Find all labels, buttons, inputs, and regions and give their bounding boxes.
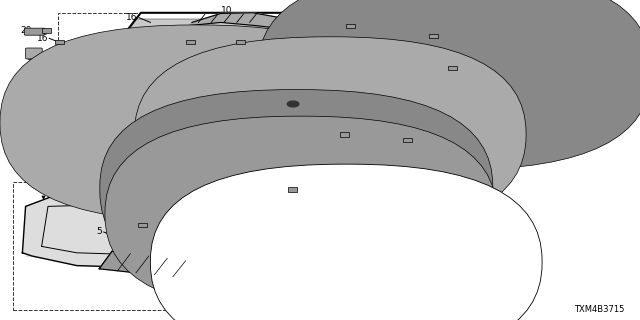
Text: TXM4B3715: TXM4B3715 (573, 305, 624, 314)
FancyBboxPatch shape (26, 48, 42, 59)
Text: 15: 15 (326, 17, 338, 26)
Ellipse shape (417, 44, 428, 49)
FancyBboxPatch shape (100, 90, 493, 288)
Polygon shape (296, 194, 460, 261)
Polygon shape (306, 77, 336, 101)
Text: 18: 18 (251, 132, 262, 141)
Polygon shape (307, 77, 448, 130)
Text: 18: 18 (251, 108, 262, 117)
Polygon shape (93, 107, 106, 115)
Bar (138, 223, 147, 227)
Polygon shape (438, 90, 461, 117)
Bar (340, 132, 349, 137)
Text: 10: 10 (221, 6, 232, 15)
Text: 2: 2 (112, 141, 118, 150)
FancyBboxPatch shape (236, 125, 249, 132)
Bar (429, 34, 438, 38)
Text: 15: 15 (152, 220, 164, 228)
Polygon shape (93, 82, 106, 90)
Text: 7: 7 (290, 37, 296, 46)
Polygon shape (22, 197, 202, 267)
Bar (13, 182, 211, 310)
Bar (236, 40, 245, 44)
Bar (42, 28, 51, 33)
Text: 16: 16 (166, 34, 178, 43)
Circle shape (287, 200, 299, 206)
Text: 3: 3 (26, 53, 32, 62)
Ellipse shape (141, 223, 153, 228)
Text: FR.: FR. (572, 6, 591, 17)
Polygon shape (261, 131, 275, 151)
Text: 17: 17 (464, 60, 476, 68)
FancyBboxPatch shape (364, 287, 385, 295)
Text: 6: 6 (307, 184, 312, 193)
Polygon shape (296, 235, 410, 261)
Text: 1: 1 (463, 199, 469, 208)
Text: 12: 12 (381, 288, 392, 297)
Polygon shape (317, 216, 371, 245)
Text: 16: 16 (36, 34, 48, 43)
Bar (291, 192, 461, 299)
Ellipse shape (333, 55, 345, 60)
Polygon shape (93, 120, 106, 128)
Text: 5: 5 (97, 228, 102, 236)
FancyBboxPatch shape (134, 37, 526, 232)
Bar (186, 40, 195, 44)
FancyBboxPatch shape (105, 116, 497, 312)
Circle shape (287, 101, 299, 107)
Bar (58, 13, 314, 173)
Text: 14: 14 (218, 124, 229, 132)
Polygon shape (163, 264, 221, 285)
Text: 21: 21 (253, 37, 264, 46)
FancyBboxPatch shape (258, 0, 640, 170)
Ellipse shape (402, 138, 415, 142)
Text: 1: 1 (463, 99, 469, 108)
Text: 8: 8 (349, 255, 355, 264)
Text: 4: 4 (230, 76, 236, 84)
Text: 16: 16 (126, 13, 138, 22)
Bar (403, 138, 412, 142)
Bar (298, 22, 467, 139)
Bar (55, 40, 64, 44)
Text: 20: 20 (20, 26, 32, 35)
Text: 13: 13 (419, 133, 431, 142)
FancyBboxPatch shape (150, 164, 542, 320)
Polygon shape (99, 251, 186, 277)
Text: 21: 21 (278, 152, 290, 161)
Bar (288, 187, 297, 192)
Ellipse shape (249, 155, 260, 159)
Ellipse shape (245, 39, 261, 44)
Polygon shape (93, 94, 106, 102)
Text: 11: 11 (278, 129, 290, 138)
Text: 19: 19 (205, 117, 216, 126)
Text: 9: 9 (307, 212, 312, 220)
Text: 15: 15 (411, 28, 422, 36)
FancyBboxPatch shape (0, 25, 394, 221)
Text: 19: 19 (205, 116, 216, 124)
FancyBboxPatch shape (24, 28, 45, 35)
Polygon shape (106, 19, 285, 146)
Polygon shape (189, 13, 298, 30)
Polygon shape (86, 13, 294, 150)
Bar (346, 24, 355, 28)
FancyBboxPatch shape (236, 112, 249, 119)
Bar (448, 66, 457, 70)
Text: 19: 19 (321, 127, 333, 136)
